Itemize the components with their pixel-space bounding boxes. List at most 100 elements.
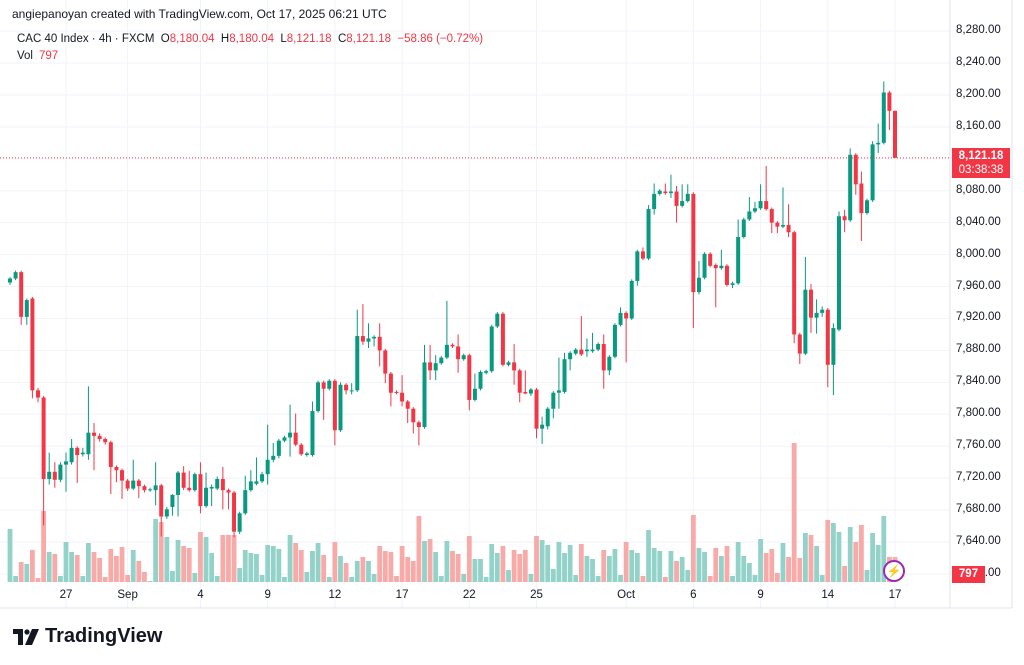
close-value: 8,121.18 <box>346 33 392 45</box>
candle-body <box>825 309 830 365</box>
candle <box>590 332 595 353</box>
candle <box>304 451 309 457</box>
volume-bar <box>618 575 623 582</box>
candle-body <box>657 190 662 194</box>
candle <box>293 413 298 447</box>
volume-bar <box>108 549 114 582</box>
volume-bar <box>573 575 579 582</box>
candle-body <box>64 461 69 465</box>
candle <box>568 351 573 371</box>
volume-bar <box>136 561 142 582</box>
candle-body <box>741 219 746 238</box>
candle-body <box>456 346 461 360</box>
candle-body <box>831 328 836 365</box>
candle-body <box>349 390 354 392</box>
volume-bar <box>427 539 433 582</box>
candle <box>360 304 365 345</box>
candle-body <box>153 485 158 491</box>
candles <box>8 81 897 538</box>
candle <box>596 342 601 352</box>
candle <box>792 230 797 344</box>
volume-bar <box>214 576 220 582</box>
volume-bar <box>242 550 248 582</box>
volume-bar <box>231 535 237 582</box>
volume-bar <box>349 577 355 582</box>
candle <box>797 332 802 364</box>
candle-body <box>674 191 679 206</box>
lightning-icon[interactable]: ⚡ <box>883 560 905 582</box>
price-tick-label: 8,040.00 <box>956 215 1001 228</box>
candle-body <box>103 439 108 443</box>
candle-body <box>517 370 522 393</box>
candle-body <box>512 362 517 371</box>
candle <box>288 404 293 457</box>
volume-bar <box>438 576 444 582</box>
candle <box>265 424 270 485</box>
volume-bar <box>847 527 853 582</box>
time-tick-label: 14 <box>821 589 835 601</box>
volume-bar <box>500 546 506 582</box>
candle <box>842 209 847 233</box>
candle-body <box>551 392 556 409</box>
candle <box>736 219 741 285</box>
candle <box>411 407 416 434</box>
candle-body <box>876 142 881 145</box>
candle <box>646 205 651 261</box>
candle <box>226 488 231 510</box>
candle-body <box>366 338 371 342</box>
high-value: 8,180.04 <box>229 33 274 45</box>
candle <box>108 440 113 495</box>
candle-body <box>260 474 265 482</box>
candle <box>663 183 668 195</box>
candle-body <box>92 432 97 436</box>
volume-bar <box>601 550 607 582</box>
candle <box>467 353 472 411</box>
candle <box>517 368 522 403</box>
volume-bar <box>416 516 422 582</box>
candle <box>248 470 253 492</box>
candle-body <box>428 362 433 371</box>
volume-bar <box>578 544 584 582</box>
candle-body <box>338 384 343 431</box>
volume-bar <box>584 556 590 582</box>
candle <box>103 437 108 445</box>
open-label: O <box>160 33 170 45</box>
volume-bar <box>153 519 159 582</box>
volume-bar <box>567 545 573 582</box>
volume-bar <box>97 558 103 582</box>
volume-bar <box>332 542 338 582</box>
volume-bar <box>881 516 887 582</box>
candle <box>556 357 561 409</box>
candle-body <box>69 447 74 463</box>
tradingview-logo-icon <box>13 628 39 645</box>
candle <box>887 90 892 131</box>
volume-bar <box>192 573 198 582</box>
candle-body <box>75 447 80 456</box>
tradingview-logo[interactable]: TradingView <box>13 625 162 648</box>
candle-body <box>192 474 197 491</box>
price-tick-label: 8,000.00 <box>956 247 1001 260</box>
volume-bar <box>394 576 399 582</box>
candle-body <box>887 92 892 111</box>
candle-body <box>545 408 550 427</box>
volume-bar <box>343 563 349 582</box>
candle <box>204 472 209 508</box>
volume-bar <box>265 545 271 582</box>
volume-bar <box>629 550 635 582</box>
volume-bar <box>864 570 870 582</box>
candle-body <box>254 481 259 484</box>
volume-bar <box>651 548 657 582</box>
candle <box>422 344 427 429</box>
candle-body <box>293 432 298 445</box>
volume-bar <box>769 549 775 582</box>
candle-body <box>893 110 897 158</box>
volume-bar <box>158 522 164 582</box>
candle <box>310 401 315 457</box>
volume-bar <box>466 536 472 582</box>
volume-bar <box>248 553 254 582</box>
candle <box>344 383 349 395</box>
candle-body <box>836 216 841 330</box>
volume-bar <box>545 545 551 582</box>
candle-body <box>607 356 612 371</box>
